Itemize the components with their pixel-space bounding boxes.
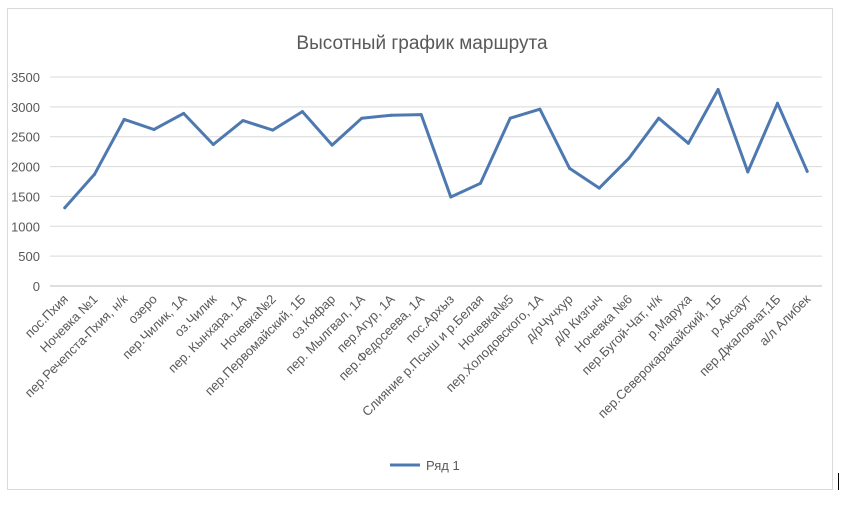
data-point[interactable]	[389, 113, 393, 117]
y-tick-label: 2500	[11, 130, 40, 145]
y-axis: 0 500 1000 1500 2000 2500 3000 3500	[11, 70, 40, 294]
data-point[interactable]	[63, 206, 67, 210]
legend[interactable]: Ряд 1	[390, 458, 460, 473]
data-point[interactable]	[360, 116, 364, 120]
data-point[interactable]	[597, 186, 601, 190]
data-point[interactable]	[805, 169, 809, 173]
data-point[interactable]	[538, 107, 542, 111]
data-point[interactable]	[775, 101, 779, 105]
y-tick-label: 2000	[11, 160, 40, 175]
data-point[interactable]	[300, 110, 304, 114]
data-point[interactable]	[568, 166, 572, 170]
data-point[interactable]	[93, 172, 97, 176]
data-point[interactable]	[746, 170, 750, 174]
series-line[interactable]	[63, 88, 809, 210]
y-tick-label: 0	[33, 279, 40, 294]
data-point[interactable]	[686, 141, 690, 145]
data-point[interactable]	[716, 88, 720, 92]
data-point[interactable]	[627, 156, 631, 160]
data-point[interactable]	[211, 142, 215, 146]
y-tick-label: 500	[18, 249, 40, 264]
data-point[interactable]	[182, 111, 186, 115]
series-layer	[63, 88, 809, 210]
y-tick-label: 1000	[11, 219, 40, 234]
data-point[interactable]	[152, 128, 156, 132]
data-point[interactable]	[508, 116, 512, 120]
gridlines	[50, 76, 822, 287]
y-tick-label: 1500	[11, 189, 40, 204]
data-point[interactable]	[449, 195, 453, 199]
data-point[interactable]	[241, 119, 245, 123]
data-point[interactable]	[479, 181, 483, 185]
data-point[interactable]	[122, 117, 126, 121]
text-cursor	[838, 473, 839, 490]
legend-label: Ряд 1	[426, 458, 460, 473]
chart-frame	[7, 8, 833, 490]
data-point[interactable]	[419, 113, 423, 117]
y-tick-label: 3500	[11, 70, 40, 85]
data-point[interactable]	[657, 116, 661, 120]
chart-title: Высотный график маршрута	[296, 33, 548, 54]
y-tick-label: 3000	[11, 100, 40, 115]
data-point[interactable]	[330, 143, 334, 147]
data-point[interactable]	[271, 128, 275, 132]
